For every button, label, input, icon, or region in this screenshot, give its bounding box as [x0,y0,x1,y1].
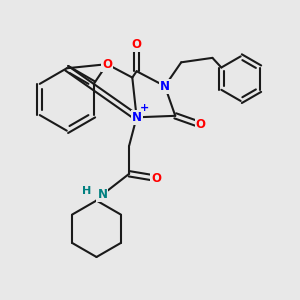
Text: N: N [160,80,170,93]
Text: H: H [82,186,92,196]
Text: O: O [151,172,161,185]
Text: O: O [132,38,142,51]
Text: O: O [102,58,112,71]
Text: O: O [196,118,206,131]
Text: N: N [98,188,107,201]
Text: +: + [140,103,150,113]
Text: N: N [132,111,142,124]
